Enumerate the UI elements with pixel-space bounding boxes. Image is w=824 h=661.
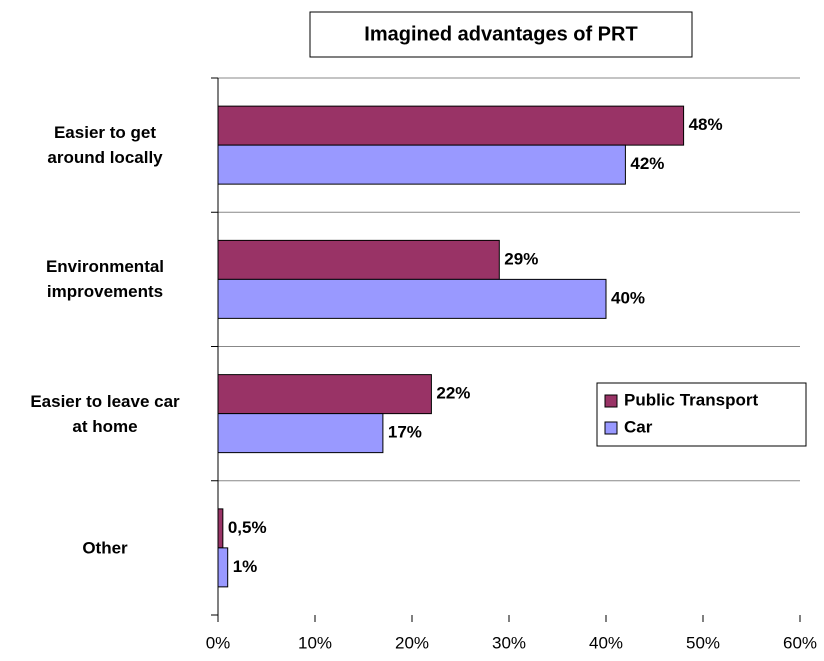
bar [217, 508, 224, 549]
bar [217, 278, 607, 319]
x-tick-label: 10% [298, 633, 332, 652]
legend-box [596, 382, 807, 447]
category-label: Other [82, 538, 128, 558]
value-label: 48% [689, 115, 723, 134]
value-label: 17% [388, 423, 422, 442]
category-label: Easier to get around locally [47, 123, 163, 168]
value-label: 22% [436, 384, 470, 403]
x-tick-label: 50% [686, 633, 720, 652]
bar [217, 374, 432, 415]
chart-title: Imagined advantages of PRT [364, 23, 637, 45]
x-tick-label: 40% [589, 633, 623, 652]
value-label: 0,5% [228, 518, 267, 537]
x-tick-label: 60% [783, 633, 817, 652]
value-label: 29% [504, 249, 538, 268]
value-label: 40% [611, 288, 645, 307]
bar [217, 105, 685, 146]
bar [217, 239, 500, 280]
value-label: 1% [233, 557, 258, 576]
x-tick-label: 30% [492, 633, 526, 652]
x-tick-label: 0% [206, 633, 231, 652]
value-label: 42% [630, 154, 664, 173]
title-box [309, 11, 693, 58]
legend-swatch [604, 394, 618, 408]
category-label: Environmental improvements [45, 257, 165, 302]
x-tick-label: 20% [395, 633, 429, 652]
bar [217, 547, 229, 588]
legend-label: Public Transport [624, 390, 758, 409]
legend-label: Car [624, 417, 653, 436]
bar [217, 144, 626, 185]
legend-swatch [604, 421, 618, 435]
category-label: Easier to leave car at home [30, 391, 180, 436]
bar [217, 413, 384, 454]
